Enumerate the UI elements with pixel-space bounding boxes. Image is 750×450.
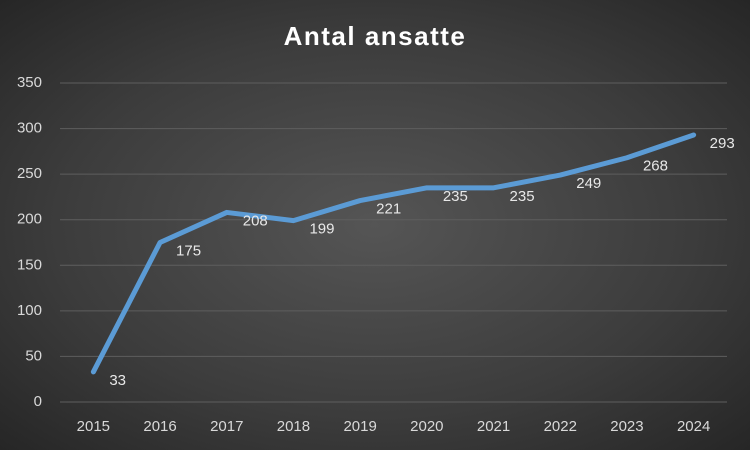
x-tick-label: 2020 <box>410 418 443 435</box>
x-tick-label: 2015 <box>77 418 110 435</box>
chart-title: Antal ansatte <box>284 21 467 51</box>
line <box>90 132 697 375</box>
x-tick-label: 2019 <box>343 418 376 435</box>
y-tick-label: 150 <box>17 256 42 273</box>
x-tick-label: 2024 <box>677 418 710 435</box>
y-tick-label: 0 <box>34 393 42 410</box>
x-tick-label: 2023 <box>610 418 643 435</box>
data-label: 33 <box>109 372 126 389</box>
data-label: 221 <box>376 201 401 218</box>
data-label: 249 <box>576 175 601 192</box>
y-tick-label: 300 <box>17 120 42 137</box>
x-tick-label: 2018 <box>277 418 310 435</box>
data-label: 235 <box>510 188 535 205</box>
data-label: 175 <box>176 242 201 259</box>
y-tick-label: 50 <box>25 347 42 364</box>
y-tick-label: 250 <box>17 165 42 182</box>
data-label: 268 <box>643 158 668 175</box>
data-label: 199 <box>309 221 334 238</box>
y-tick-label: 100 <box>17 302 42 319</box>
data-label: 293 <box>710 135 735 152</box>
x-tick-label: 2021 <box>477 418 510 435</box>
x-tick-label: 2016 <box>143 418 176 435</box>
data-label: 208 <box>243 212 268 229</box>
x-tick-label: 2017 <box>210 418 243 435</box>
x-tick-label: 2022 <box>544 418 577 435</box>
data-label: 235 <box>443 188 468 205</box>
y-tick-label: 200 <box>17 211 42 228</box>
y-tick-label: 350 <box>17 74 42 91</box>
